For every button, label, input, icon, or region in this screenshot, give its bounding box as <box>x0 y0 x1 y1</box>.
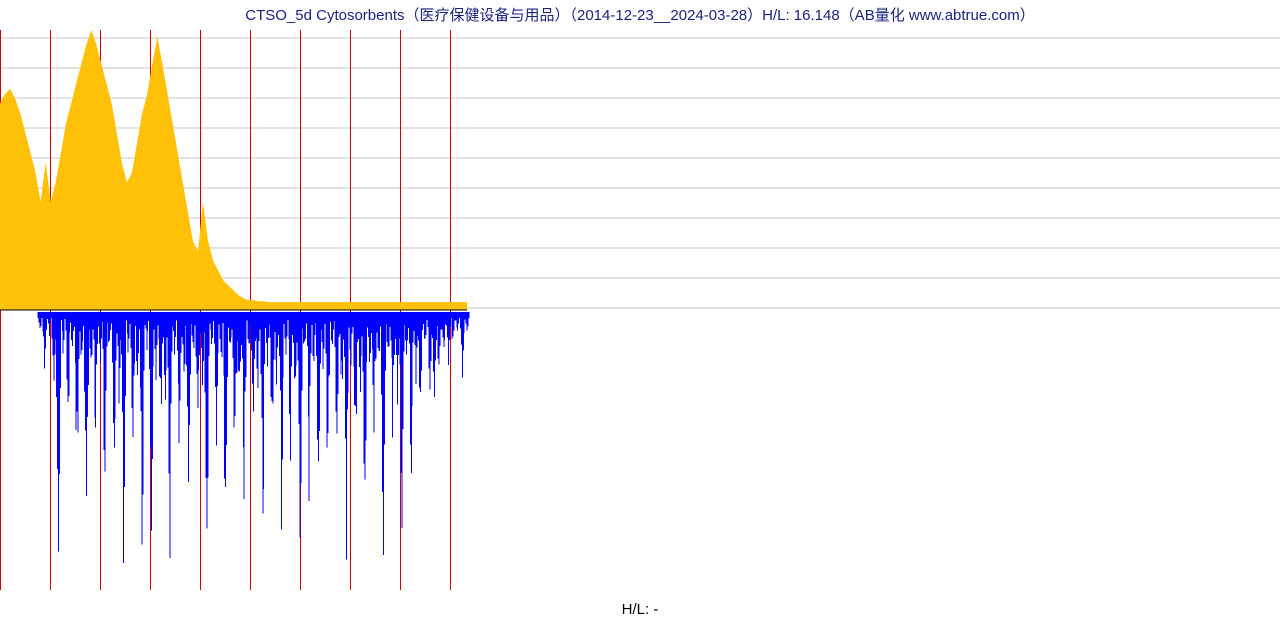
stock-chart <box>0 0 1280 620</box>
chart-footer: H/L: - <box>0 601 1280 618</box>
